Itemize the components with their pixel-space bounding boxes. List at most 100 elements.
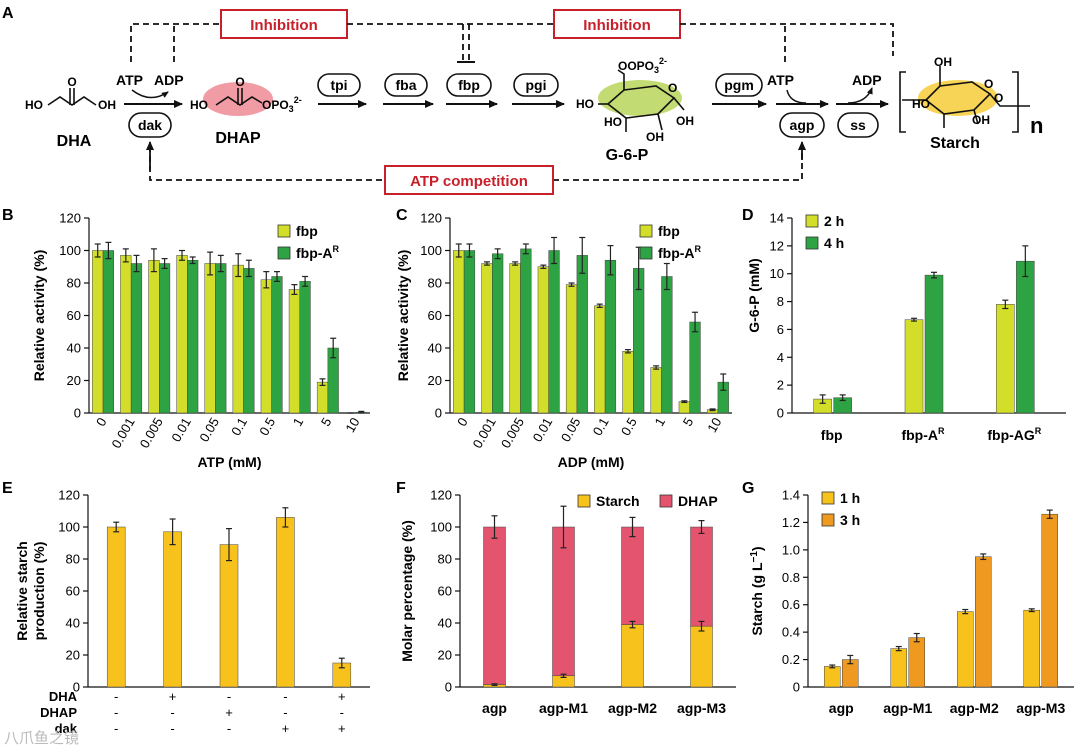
y-tick-label: 40 [67, 341, 81, 356]
bar-fbp [537, 266, 549, 414]
legend-label: 2 h [824, 213, 844, 229]
y-axis-label: Relative starchproduction (%) [14, 541, 47, 641]
condition-mark: - [283, 705, 287, 720]
legend-label: 4 h [824, 235, 844, 251]
atp-competition-line-right [553, 150, 803, 181]
y-tick-label: 80 [66, 552, 80, 567]
x-tick-label: agp-M2 [608, 700, 657, 716]
y-tick-label: 1.0 [782, 542, 800, 557]
enzyme-fba: fba [383, 73, 434, 108]
x-tick-label: 0.005 [498, 415, 527, 451]
atp-label-1: ATP [116, 72, 143, 88]
condition-mark: - [340, 705, 344, 720]
condition-mark: + [338, 721, 346, 736]
legend-label: Starch [596, 493, 640, 509]
y-tick-label: 1.4 [782, 488, 800, 503]
y-tick-label: 40 [438, 616, 452, 631]
x-tick-label: agp [829, 700, 854, 716]
inhibition-label-left: Inhibition [250, 17, 317, 34]
x-tick-label: 0.05 [558, 415, 584, 444]
enzyme-pgm: pgm [712, 73, 767, 108]
y-tick-label: 60 [438, 584, 452, 599]
bar-1 h [824, 666, 841, 688]
atp-competition-label: ATP competition [410, 173, 528, 190]
condition-label: DHAP [40, 705, 77, 720]
bar-fbp [232, 264, 244, 414]
g6p-ring-o: O [668, 81, 677, 95]
bar-3 h [975, 556, 992, 688]
bar-fbp [260, 279, 272, 414]
x-tick-label: 0.001 [470, 415, 499, 451]
panel-letter: E [2, 480, 13, 497]
y-tick-label: 100 [430, 520, 452, 535]
starch-structure [899, 66, 1030, 133]
atp-curve-2 [786, 89, 807, 104]
bar-fbp-A [130, 263, 143, 414]
x-tick-label: 1 [651, 415, 668, 429]
bar-2 h [996, 304, 1015, 414]
enzyme-agp [779, 112, 825, 138]
y-tick-label: 0 [73, 680, 80, 695]
condition-mark: - [227, 721, 231, 736]
bar-1 h [1023, 609, 1040, 688]
legend-label: fbp [296, 223, 318, 239]
bar-3 h [1041, 513, 1058, 688]
x-tick-label: 0.05 [196, 415, 222, 444]
legend-label: 3 h [840, 512, 860, 528]
y-tick-label: 0 [777, 406, 784, 421]
x-tick-label: 5 [318, 415, 335, 429]
dhap-opo3: OPO32- [262, 95, 302, 114]
y-axis-label: Relative activity (%) [31, 250, 47, 382]
dhap-label: DHAP [215, 130, 261, 147]
chart-d-g6p: D 0 2 4 6 8 10 12 14 G-6-P (mM) fbp fbp-AR fbp-AGR 2 … [742, 207, 1066, 443]
legend-label: 1 h [840, 490, 860, 506]
y-tick-label: 120 [58, 488, 80, 503]
bar-starch-production [276, 517, 295, 688]
bar-dhap [621, 526, 644, 625]
x-tick-label: fbp-AR [901, 426, 945, 443]
bar-fbp-A [492, 253, 504, 414]
svg-text:fba: fba [396, 77, 417, 93]
x-tick-label: agp-M2 [950, 700, 999, 716]
y-tick-label: 0 [74, 406, 81, 421]
legend-label: fbp [658, 223, 680, 239]
y-tick-label: 40 [66, 616, 80, 631]
bar-fbp-A [187, 260, 199, 414]
dhap-structure [215, 88, 263, 106]
g6p-ho-bottom: HO [604, 115, 622, 129]
dha-ho: HO [25, 98, 43, 112]
x-tick-label: 5 [680, 415, 697, 429]
x-axis-label: ADP (mM) [558, 454, 625, 470]
y-tick-label: 0.8 [782, 570, 800, 585]
bar-1 h [890, 648, 907, 688]
bar-1 h [957, 611, 974, 688]
y-tick-label: 6 [777, 322, 784, 337]
starch-o-link: O [994, 91, 1003, 105]
inhibition-lines [130, 23, 894, 62]
y-tick-label: 100 [420, 243, 442, 258]
y-axis-label: Molar percentage (%) [399, 520, 415, 662]
bar-fbp-A [520, 248, 532, 414]
condition-mark: - [114, 721, 118, 736]
y-tick-label: 0 [793, 680, 800, 695]
bar-2 h [904, 319, 924, 414]
condition-mark: - [114, 705, 118, 720]
inhibition-box-right [553, 9, 681, 39]
y-tick-label: 0.4 [782, 625, 800, 640]
y-tick-label: 40 [428, 341, 442, 356]
bar-3 h [908, 637, 925, 688]
bar-fbp-A [463, 250, 476, 414]
bar-starch-production [219, 544, 239, 688]
bar-dhap [552, 526, 575, 677]
bar-starch [690, 625, 713, 688]
x-tick-label: fbp-AGR [987, 426, 1041, 443]
y-tick-label: 0.6 [782, 597, 800, 612]
bar-fbp [204, 263, 216, 414]
x-tick-label: 10 [342, 415, 362, 435]
bar-fbp-A [102, 250, 114, 414]
y-axis-label: G-6-P (mM) [746, 258, 762, 332]
x-tick-label: agp [482, 700, 507, 716]
y-tick-label: 100 [58, 520, 80, 535]
bar-fbp-A [299, 281, 311, 414]
